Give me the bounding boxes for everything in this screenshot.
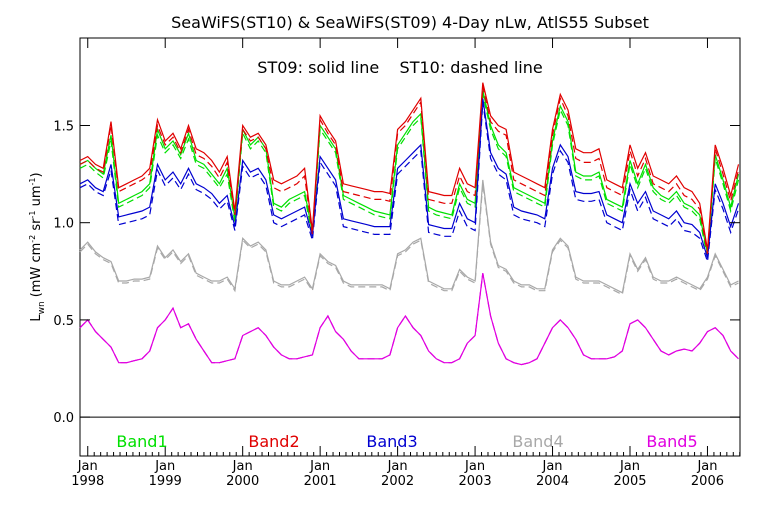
series-line-band4-st10 (79, 183, 739, 296)
series-line-band3-st10 (79, 102, 740, 262)
x-tick-month-label: Jan (464, 459, 485, 474)
series-line-band5-st09 (79, 273, 739, 366)
y-label-close: ) (29, 172, 44, 177)
y-axis-label: Lwn(mW cm-2 sr-1 um-1) (28, 172, 47, 321)
y-label-sr: sr (29, 218, 44, 235)
line-style-annotation: ST09: solid line ST10: dashed line (257, 58, 542, 77)
svg-text:Lwn(mW cm-2 sr-1 um-1): Lwn(mW cm-2 sr-1 um-1) (28, 172, 47, 321)
x-axis: Jan1998Jan1999Jan2000Jan2001Jan2002Jan20… (71, 38, 741, 489)
x-tick-month-label: Jan (619, 459, 640, 474)
y-tick-label: 1.5 (53, 119, 74, 134)
series-line-band3-st09 (79, 98, 740, 258)
x-tick-month-label: Jan (77, 459, 98, 474)
legend-entry-band4: Band4 (512, 432, 563, 451)
x-tick-year-label: 2000 (226, 474, 259, 489)
y-tick-label: 0.5 (53, 314, 74, 329)
chart-title: SeaWiFS(ST10) & SeaWiFS(ST09) 4-Day nLw,… (171, 13, 649, 32)
x-tick-month-label: Jan (542, 459, 563, 474)
y-label-exp1: -2 (28, 235, 37, 243)
legend-entry-band5: Band5 (646, 432, 697, 451)
legend: Band1 Band2 Band3 Band4 Band5 (116, 432, 697, 451)
y-tick-label: 1.0 (53, 217, 74, 232)
plot-frame (79, 37, 741, 457)
x-tick-month-label: Jan (696, 459, 717, 474)
plot-area: 0.00.51.01.5 Jan1998Jan1999Jan2000Jan200… (53, 37, 741, 489)
y-axis: 0.0 0.5 1.0 1.5 (53, 119, 740, 426)
series-line-band2-st10 (79, 86, 740, 254)
series-layer (79, 82, 740, 366)
x-tick-year-label: 1999 (149, 474, 182, 489)
series-line-band2-st09 (79, 82, 740, 250)
x-tick-month-label: Jan (232, 459, 253, 474)
x-tick-month-label: Jan (387, 459, 408, 474)
x-tick-year-label: 2006 (691, 474, 724, 489)
x-tick-year-label: 1998 (71, 474, 104, 489)
y-label-main: L (29, 314, 44, 322)
x-tick-year-label: 2001 (304, 474, 337, 489)
y-label-exp3: -1 (28, 177, 37, 185)
y-tick-label: 0.0 (53, 411, 74, 426)
series-line-band1-st10 (79, 94, 740, 258)
legend-entry-band1: Band1 (116, 432, 167, 451)
x-tick-month-label: Jan (154, 459, 175, 474)
x-tick-year-label: 2004 (536, 474, 569, 489)
y-label-subscript: wn (37, 301, 47, 314)
series-line-band1-st09 (79, 90, 740, 254)
series-line-band5-st10 (79, 273, 739, 366)
legend-entry-band2: Band2 (248, 432, 299, 451)
legend-entry-band3: Band3 (366, 432, 417, 451)
x-tick-year-label: 2003 (459, 474, 492, 489)
y-label-units: (mW cm (29, 243, 44, 298)
x-tick-month-label: Jan (309, 459, 330, 474)
x-tick-year-label: 2005 (613, 474, 646, 489)
x-tick-year-label: 2002 (381, 474, 414, 489)
y-label-exp2: -1 (28, 211, 37, 219)
y-label-um: um (29, 185, 44, 210)
series-line-band4-st09 (79, 179, 739, 294)
